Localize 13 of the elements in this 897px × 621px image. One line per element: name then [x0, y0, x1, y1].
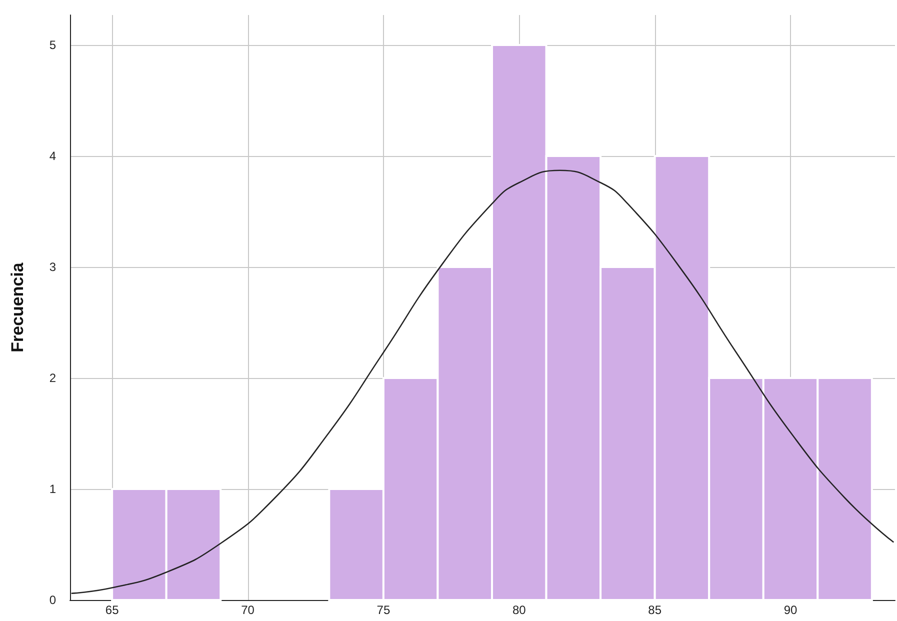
x-tick-label: 70: [241, 603, 255, 617]
y-tick-label: 2: [49, 370, 56, 385]
x-tick-label: 65: [105, 603, 120, 617]
y-tick-label: 1: [49, 482, 56, 496]
x-tick-label: 85: [648, 603, 662, 617]
x-tick-label: 80: [512, 603, 526, 617]
y-tick-label: 0: [49, 593, 56, 607]
y-tick-label: 5: [49, 38, 56, 52]
y-tick-label: 4: [49, 148, 56, 163]
x-tick-label: 90: [784, 603, 798, 617]
y-tick-label: 3: [49, 260, 56, 274]
y-axis-title: Frecuencia: [8, 262, 27, 352]
x-tick-label: 75: [376, 603, 390, 617]
